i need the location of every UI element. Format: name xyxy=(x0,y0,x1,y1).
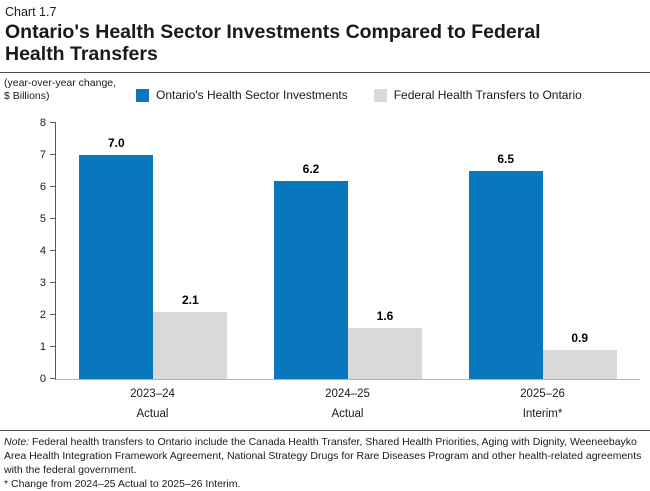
chart-title-line1: Ontario's Health Sector Investments Comp… xyxy=(5,21,541,43)
subhead-row: (year-over-year change, $ Billions) Onta… xyxy=(0,77,650,103)
legend-label: Ontario's Health Sector Investments xyxy=(156,88,348,102)
y-tick-label: 8 xyxy=(39,117,46,129)
legend-item-investments: Ontario's Health Sector Investments xyxy=(136,88,348,102)
legend-label: Federal Health Transfers to Ontario xyxy=(393,88,582,102)
y-tick-mark xyxy=(50,346,56,347)
x-axis-label: 2024–25 Actual xyxy=(250,387,445,421)
chart-area: 0 1 2 3 4 5 6 7 8 7.0 2.1 6.2 1.6 6.5 0.9 2023–24 Actua… xyxy=(0,117,650,421)
x-axis-labels: 2023–24 Actual 2024–25 Actual 2025–26 Interim… xyxy=(55,387,640,421)
x-label-year: 2023–24 xyxy=(130,388,175,400)
y-tick-label: 7 xyxy=(39,149,46,161)
bar-value-label: 6.5 xyxy=(497,152,515,166)
x-label-sub: Actual xyxy=(136,408,169,420)
bar: 7.0 xyxy=(79,136,154,379)
y-tick-label: 0 xyxy=(39,373,46,385)
bar-group: 6.2 1.6 xyxy=(251,123,446,379)
bar: 0.9 xyxy=(542,331,617,379)
legend-swatch-gray-icon xyxy=(373,88,387,102)
chart-number: Chart 1.7 xyxy=(5,5,57,19)
bar-value-label: 2.1 xyxy=(181,292,199,307)
x-label-sub: Interim* xyxy=(522,408,563,420)
bar-groups: 7.0 2.1 6.2 1.6 6.5 0.9 xyxy=(56,123,640,379)
x-axis-label: 2023–24 Actual xyxy=(55,387,250,421)
footnote-divider xyxy=(0,430,650,431)
legend: Ontario's Health Sector Investments Fede… xyxy=(136,88,582,102)
y-tick-mark xyxy=(50,218,56,219)
y-tick-label: 4 xyxy=(39,245,46,257)
chart-title: Ontario's Health Sector Investments Comp… xyxy=(5,21,645,65)
y-tick-mark xyxy=(50,282,56,283)
bar-group: 6.5 0.9 xyxy=(445,123,640,379)
x-label-year: 2024–25 xyxy=(325,388,370,400)
bar: 1.6 xyxy=(348,309,422,379)
asterisk-note: * Change from 2024–25 Actual to 2025–26 … xyxy=(4,478,241,490)
x-axis-label: 2025–26 Interim* xyxy=(445,387,640,421)
bar-group: 7.0 2.1 xyxy=(56,123,251,379)
y-tick-mark xyxy=(50,250,56,251)
footnotes: Note: Federal health transfers to Ontari… xyxy=(0,435,650,491)
bar-value-label: 1.6 xyxy=(376,308,394,323)
bar-value-label: 0.9 xyxy=(571,331,589,346)
y-tick-label: 2 xyxy=(39,309,46,321)
y-tick-mark xyxy=(50,186,56,187)
legend-swatch-blue-icon xyxy=(136,88,149,102)
y-tick-label: 6 xyxy=(39,181,46,193)
legend-item-transfers: Federal Health Transfers to Ontario xyxy=(373,88,582,102)
plot-area: 0 1 2 3 4 5 6 7 8 7.0 2.1 6.2 1.6 6.5 0.9 xyxy=(40,117,640,385)
bar-value-label: 7.0 xyxy=(107,136,125,150)
title-divider xyxy=(0,72,650,73)
y-tick-label: 5 xyxy=(39,213,46,225)
y-tick-label: 1 xyxy=(39,341,46,353)
chart-title-line2: Health Transfers xyxy=(5,42,158,65)
note-text: Note: Federal health transfers to Ontari… xyxy=(4,436,642,476)
y-axis-unit-label: (year-over-year change, $ Billions) xyxy=(4,77,117,102)
x-label-year: 2025–26 xyxy=(520,388,565,400)
y-tick-label: 3 xyxy=(39,277,46,289)
y-tick-mark xyxy=(50,154,56,155)
y-tick-mark xyxy=(50,314,56,315)
bar: 2.1 xyxy=(153,293,228,379)
y-tick-mark xyxy=(50,122,56,123)
bar: 6.5 xyxy=(468,152,543,379)
bar: 6.2 xyxy=(274,162,348,379)
bar-value-label: 6.2 xyxy=(302,161,320,176)
x-label-sub: Actual xyxy=(331,408,364,420)
y-tick-mark xyxy=(50,378,56,379)
